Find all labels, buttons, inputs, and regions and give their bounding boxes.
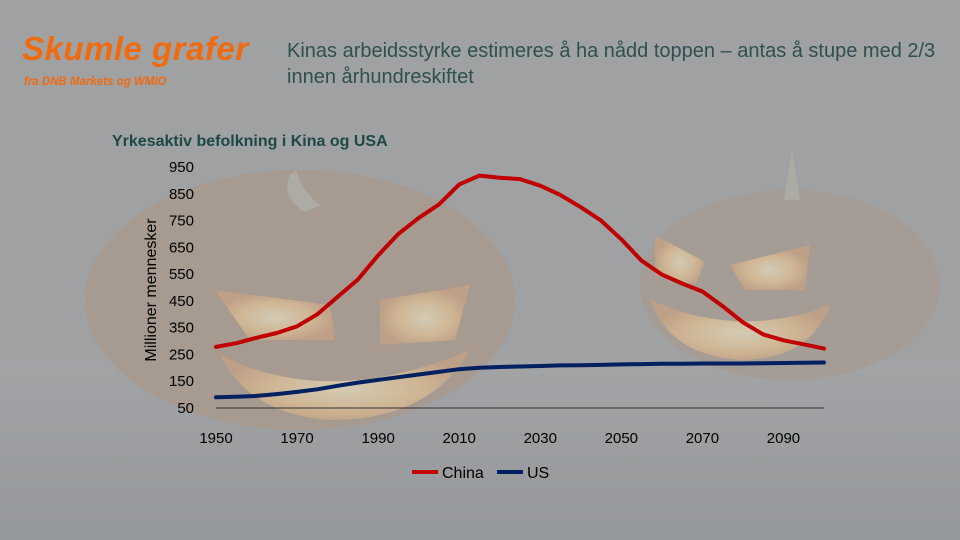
chart-title: Yrkesaktiv befolkning i Kina og USA (112, 133, 388, 150)
y-tick-label: 750 (169, 213, 194, 230)
y-axis-label: Millioner mennesker (143, 218, 160, 362)
headline: Kinas arbeidsstyrke estimeres å ha nådd … (287, 40, 936, 88)
y-tick-label: 550 (169, 266, 194, 283)
y-tick-label: 50 (177, 400, 194, 417)
y-tick-label: 850 (169, 186, 194, 203)
series-line-china (214, 173, 826, 351)
y-tick-label: 450 (169, 293, 194, 310)
x-tick-label: 2090 (767, 430, 800, 447)
y-tick-label: 250 (169, 346, 194, 363)
x-tick-label: 2050 (605, 430, 638, 447)
legend-label-us: US (527, 465, 549, 482)
y-axis: 950 850 750 650 550 450 350 250 150 50 (169, 159, 194, 417)
series-line-us (214, 360, 826, 400)
y-tick-label: 350 (169, 320, 194, 337)
brand-title: Skumle grafer (22, 30, 249, 67)
x-tick-label: 2010 (443, 430, 476, 447)
x-tick-label: 1970 (280, 430, 313, 447)
series-lines (214, 173, 826, 400)
legend-label-china: China (442, 465, 484, 482)
y-tick-label: 650 (169, 239, 194, 256)
brand-subtitle: fra DNB Markets og WMIO (24, 76, 167, 88)
x-tick-label: 2030 (524, 430, 557, 447)
x-axis: 1950 1970 1990 2010 2030 2050 2070 2090 (199, 407, 824, 447)
y-tick-label: 150 (169, 373, 194, 390)
legend: China US (412, 465, 549, 482)
x-tick-label: 1950 (199, 430, 232, 447)
y-tick-label: 950 (169, 159, 194, 176)
x-tick-label: 2070 (686, 430, 719, 447)
x-tick-label: 1990 (361, 430, 394, 447)
